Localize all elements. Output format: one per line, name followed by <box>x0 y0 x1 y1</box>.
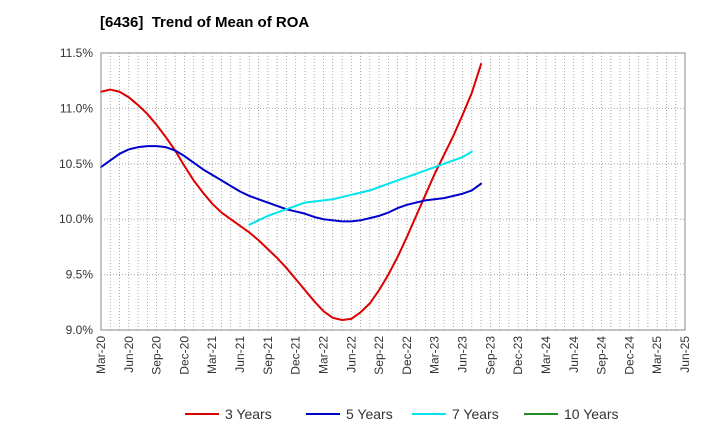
x-tick-label: Jun-21 <box>233 336 247 373</box>
x-tick-label: Dec-21 <box>289 336 303 375</box>
x-tick-label: Jun-24 <box>567 336 581 373</box>
plot-area-background <box>101 53 685 330</box>
x-tick-label: Mar-25 <box>650 336 664 374</box>
x-axis-ticks: Mar-20 Jun-20 Sep-20 Dec-20 Mar-21 Jun-21 Sep-… <box>94 336 692 375</box>
x-tick-label: Jun-25 <box>678 336 692 373</box>
legend-label-7-years: 7 Years <box>452 406 499 422</box>
y-tick-label: 9.0% <box>66 323 94 337</box>
x-tick-label: Dec-23 <box>511 336 525 375</box>
x-tick-label: Jun-20 <box>122 336 136 373</box>
x-tick-label: Sep-24 <box>595 336 609 375</box>
y-tick-label: 9.5% <box>66 268 94 282</box>
series-lines <box>100 63 483 322</box>
x-tick-label: Mar-22 <box>316 336 330 374</box>
x-tick-label: Sep-20 <box>150 336 164 375</box>
x-tick-label: Dec-20 <box>177 336 191 375</box>
chart-title: [6436] Trend of Mean of ROA <box>100 14 310 31</box>
x-tick-label: Mar-20 <box>94 336 108 374</box>
x-tick-label: Mar-21 <box>205 336 219 374</box>
x-tick-label: Sep-21 <box>261 336 275 375</box>
x-tick-label: Jun-23 <box>456 336 470 373</box>
x-tick-label: Dec-22 <box>400 336 414 375</box>
legend-label-10-years: 10 Years <box>564 406 619 422</box>
x-tick-label: Sep-23 <box>483 336 497 375</box>
legend: 3 Years 5 Years 7 Years 10 Years <box>185 406 619 422</box>
legend-label-5-years: 5 Years <box>346 406 393 422</box>
x-tick-label: Mar-23 <box>428 336 442 374</box>
legend-label-3-years: 3 Years <box>225 406 272 422</box>
plot-area-frame <box>100 52 686 331</box>
x-tick-label: Jun-22 <box>344 336 358 373</box>
x-tick-label: Sep-22 <box>372 336 386 375</box>
x-tick-label: Dec-24 <box>622 336 636 375</box>
series-line-5-years <box>100 145 483 223</box>
x-tick-label: Mar-24 <box>539 336 553 374</box>
series-line-3-years <box>100 63 483 322</box>
y-tick-label: 10.0% <box>59 212 93 226</box>
y-tick-label: 11.0% <box>60 101 93 115</box>
y-tick-label: 11.5% <box>60 46 93 60</box>
series-line-7-years <box>248 150 473 226</box>
y-tick-label: 10.5% <box>59 157 93 171</box>
y-axis-ticks: 9.0% 9.5% 10.0% 10.5% 11.0% 11.5% <box>59 46 93 337</box>
